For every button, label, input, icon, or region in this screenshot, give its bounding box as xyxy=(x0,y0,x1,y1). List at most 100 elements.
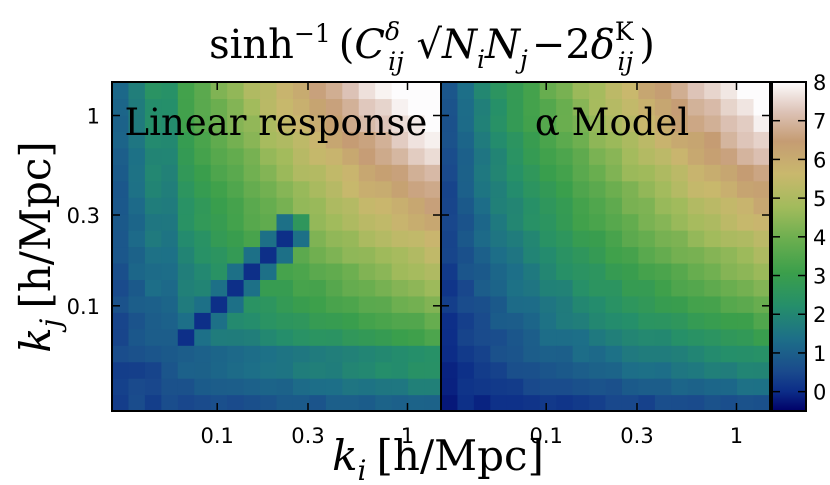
linear-response-cell xyxy=(194,279,212,297)
linear-response-cell xyxy=(161,378,179,396)
alpha-model-cell xyxy=(704,197,722,215)
alpha-model-cell xyxy=(441,82,459,100)
linear-response-cell xyxy=(227,262,245,280)
linear-response-cell xyxy=(260,82,278,100)
linear-response-cell xyxy=(292,295,310,313)
linear-response-cell xyxy=(260,147,278,165)
linear-response-cell xyxy=(260,230,278,248)
linear-response-cell xyxy=(161,147,179,165)
alpha-model-cell xyxy=(638,394,656,412)
alpha-model-cell xyxy=(638,82,656,100)
x-tick-label: 0.1 xyxy=(529,424,562,448)
linear-response-cell xyxy=(144,262,162,280)
alpha-model-cell xyxy=(687,262,705,280)
alpha-model-cell xyxy=(457,180,475,198)
alpha-model-cell xyxy=(638,295,656,313)
linear-response-cell xyxy=(391,246,409,264)
alpha-model-cell xyxy=(720,114,738,132)
alpha-model-cell xyxy=(605,394,623,412)
alpha-model-cell xyxy=(621,394,639,412)
alpha-model-cell xyxy=(621,262,639,280)
alpha-model-cell xyxy=(687,230,705,248)
linear-response-cell xyxy=(358,197,376,215)
alpha-model-cell xyxy=(589,82,607,100)
linear-response-cell xyxy=(227,197,245,215)
alpha-model-cell xyxy=(473,378,491,396)
linear-response-cell xyxy=(309,262,327,280)
linear-response-cell xyxy=(424,262,442,280)
alpha-model-cell xyxy=(753,230,771,248)
linear-response-cell xyxy=(408,361,426,379)
alpha-model-cell xyxy=(490,164,508,182)
linear-response-cell xyxy=(325,378,343,396)
linear-response-cell xyxy=(358,213,376,231)
linear-response-cell xyxy=(128,197,146,215)
linear-response-cell xyxy=(128,180,146,198)
linear-response-cell xyxy=(177,164,195,182)
alpha-model-cell xyxy=(737,394,755,412)
alpha-model-cell xyxy=(654,328,672,346)
alpha-model-cell xyxy=(523,361,541,379)
alpha-model-cell xyxy=(572,246,590,264)
alpha-model-cell xyxy=(556,378,574,396)
alpha-model-cell xyxy=(539,147,557,165)
alpha-model-cell xyxy=(605,131,623,149)
linear-response-cell xyxy=(358,361,376,379)
alpha-model-cell xyxy=(671,147,689,165)
alpha-model-cell xyxy=(720,328,738,346)
linear-response-cell xyxy=(161,262,179,280)
alpha-model-cell xyxy=(589,328,607,346)
linear-response-cell xyxy=(128,147,146,165)
linear-response-cell xyxy=(177,197,195,215)
linear-response-cell xyxy=(210,361,228,379)
alpha-model-cell xyxy=(490,131,508,149)
alpha-model-cell xyxy=(720,295,738,313)
alpha-model-cell xyxy=(473,246,491,264)
alpha-model-cell xyxy=(687,295,705,313)
linear-response-cell xyxy=(292,180,310,198)
alpha-model-cell xyxy=(441,197,459,215)
alpha-model-cell xyxy=(457,98,475,116)
alpha-model-cell xyxy=(589,180,607,198)
linear-response-cell xyxy=(128,262,146,280)
alpha-model-cell xyxy=(539,246,557,264)
linear-response-cell xyxy=(177,312,195,330)
linear-response-cell xyxy=(210,394,228,412)
alpha-model-cell xyxy=(737,345,755,363)
linear-response-cell xyxy=(408,262,426,280)
linear-response-cell xyxy=(276,82,294,100)
alpha-model-cell xyxy=(605,197,623,215)
alpha-model-cell xyxy=(621,328,639,346)
alpha-model-cell xyxy=(687,312,705,330)
linear-response-cell xyxy=(342,147,360,165)
alpha-model-cell xyxy=(737,213,755,231)
alpha-model-cell xyxy=(621,98,639,116)
linear-response-cell xyxy=(375,147,393,165)
alpha-model-cell xyxy=(720,262,738,280)
linear-response-cell xyxy=(309,378,327,396)
linear-response-cell xyxy=(375,394,393,412)
alpha-model-cell xyxy=(572,394,590,412)
alpha-model-cell xyxy=(589,131,607,149)
alpha-model-cell xyxy=(621,197,639,215)
alpha-model-cell xyxy=(473,82,491,100)
linear-response-cell xyxy=(161,98,179,116)
linear-response-cell xyxy=(342,230,360,248)
linear-response-cell xyxy=(325,147,343,165)
alpha-model-cell xyxy=(572,147,590,165)
linear-response-cell xyxy=(177,147,195,165)
alpha-model-cell xyxy=(753,262,771,280)
alpha-model-cell xyxy=(441,295,459,313)
linear-response-cell xyxy=(408,328,426,346)
alpha-model-cell xyxy=(753,131,771,149)
alpha-model-cell xyxy=(720,197,738,215)
alpha-model-cell xyxy=(687,197,705,215)
linear-response-cell xyxy=(144,213,162,231)
linear-response-cell xyxy=(408,378,426,396)
colorbar-tick-label: 5 xyxy=(813,187,826,211)
linear-response-cell xyxy=(210,82,228,100)
linear-response-cell xyxy=(227,246,245,264)
heatmap-panel-linear-response xyxy=(112,82,442,412)
alpha-model-cell xyxy=(621,345,639,363)
alpha-model-cell xyxy=(506,312,524,330)
